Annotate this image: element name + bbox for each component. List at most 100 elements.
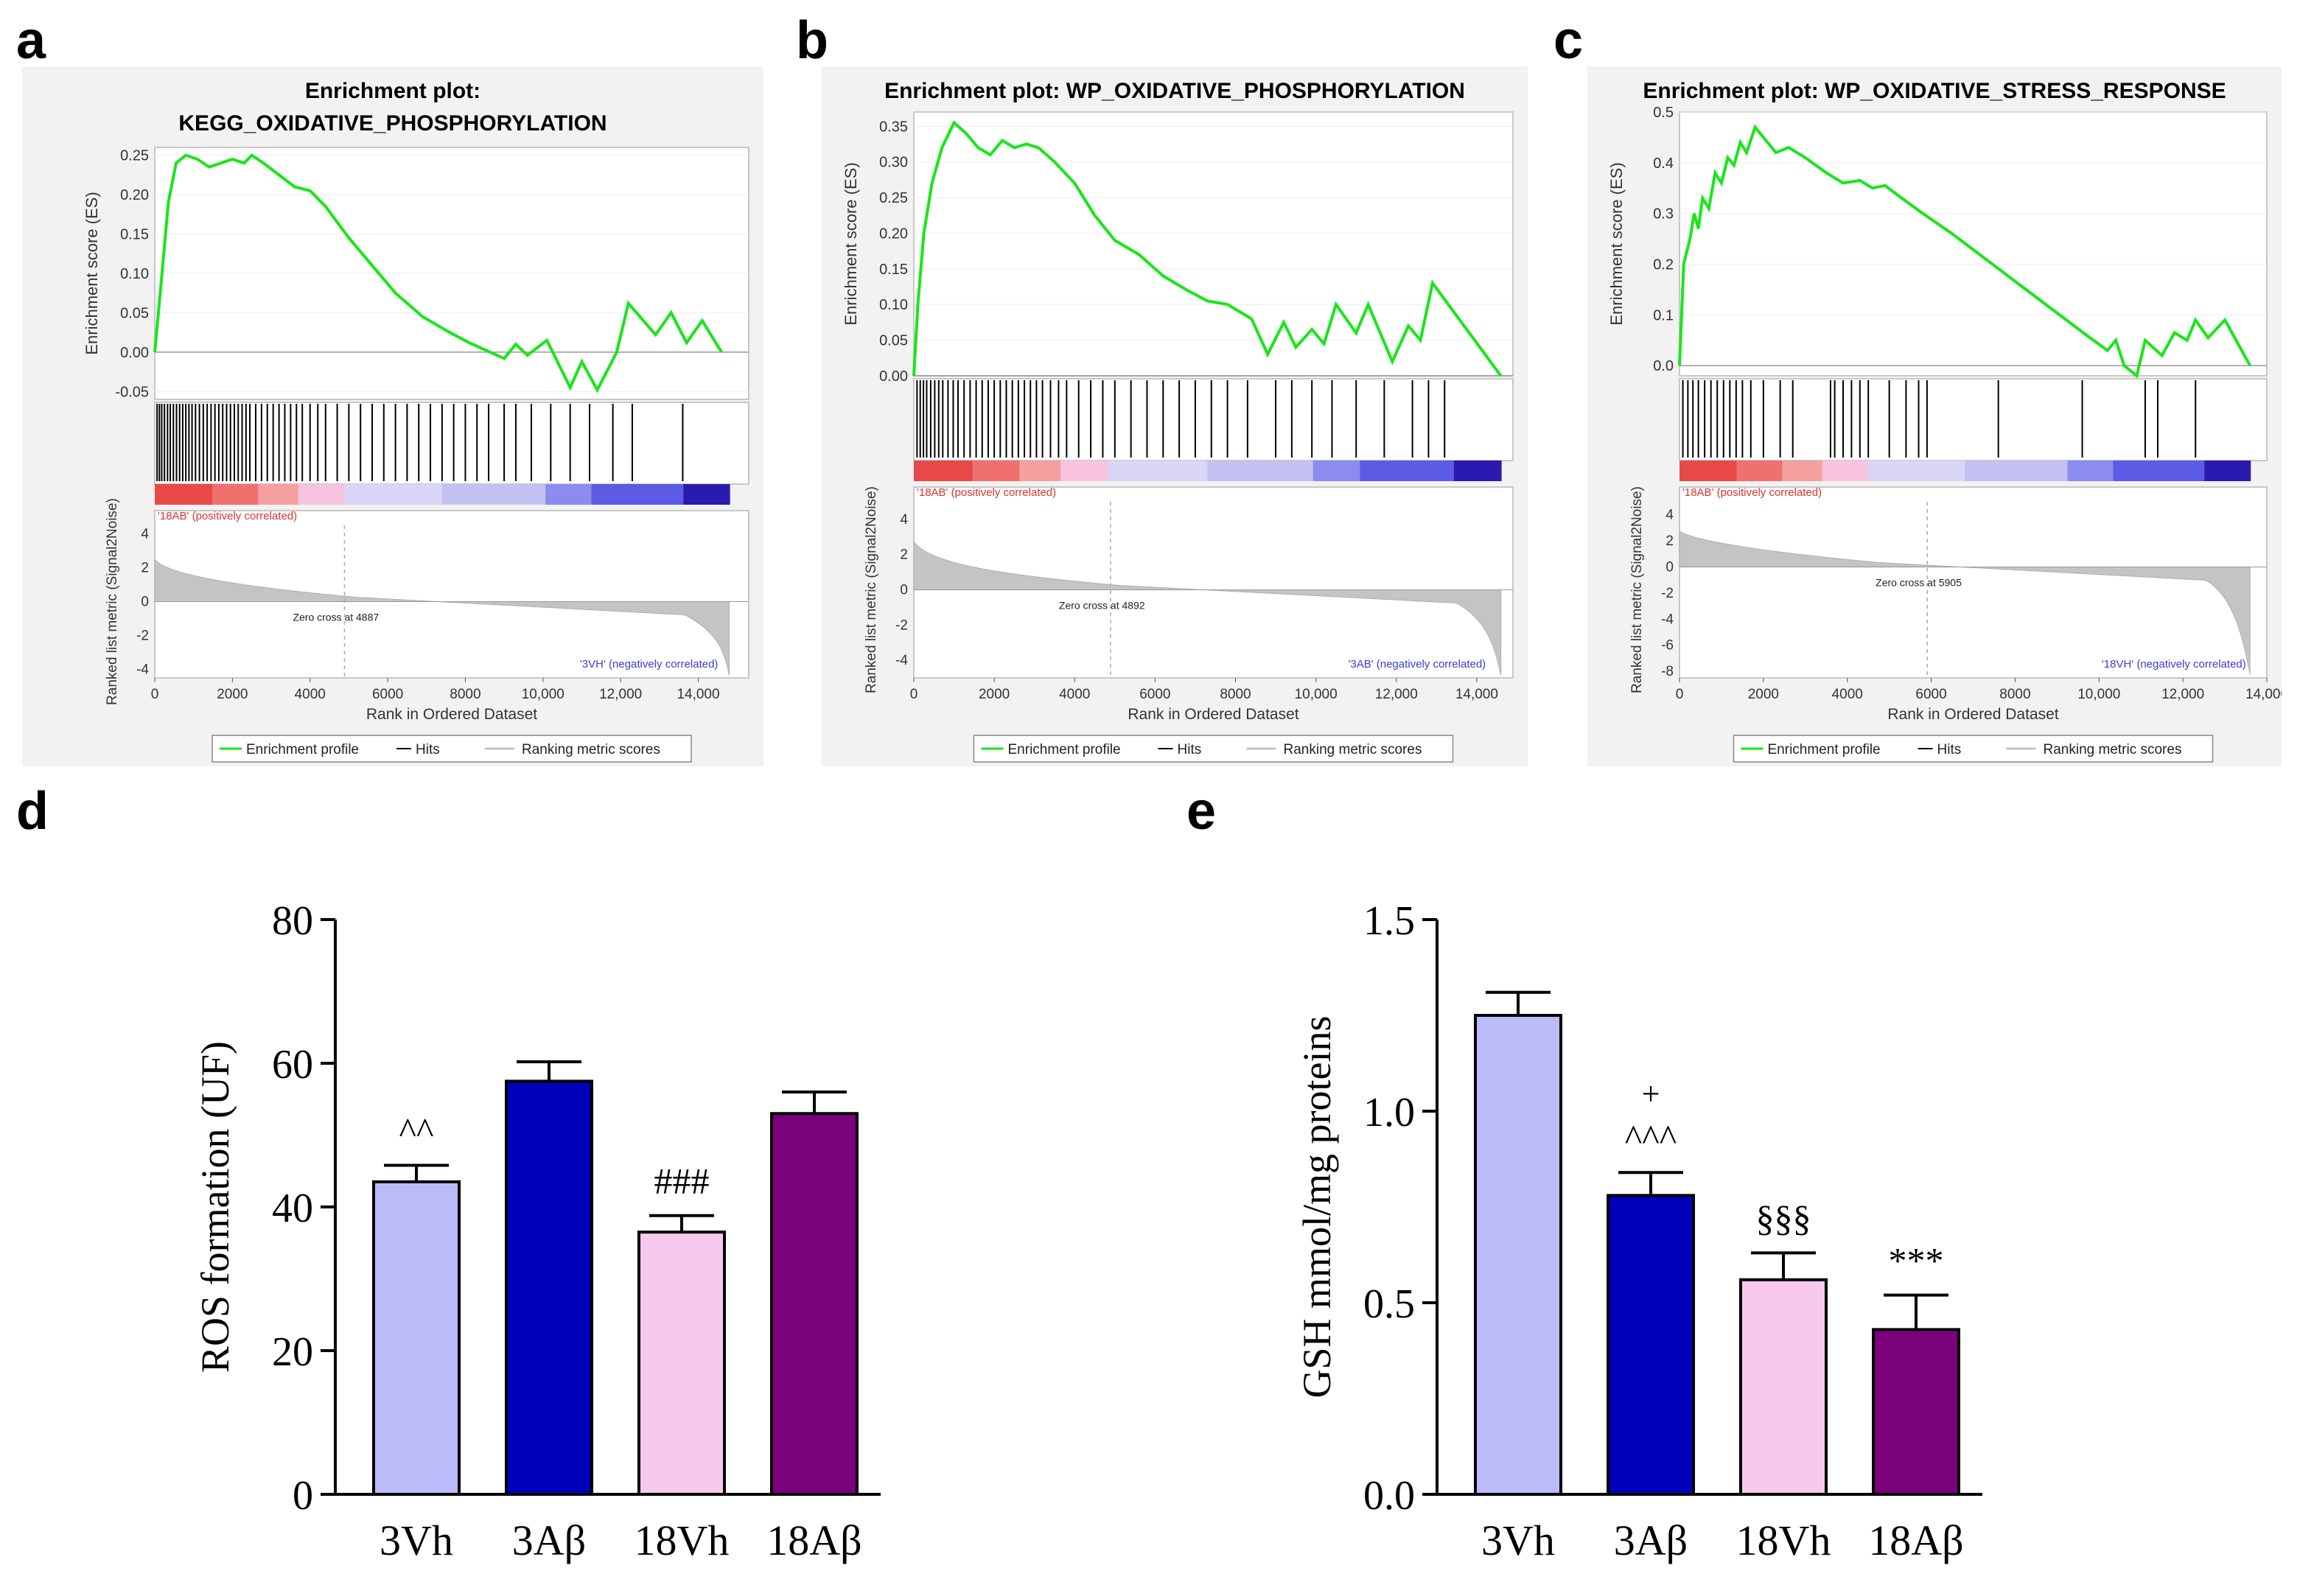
ranked-list-heat-segment [2067,461,2114,481]
es-tick-label: 0.0 [1653,358,1674,374]
x-tick-label: 14,000 [677,687,719,702]
gsea-title-c: Enrichment plot: WP_OXIDATIVE_STRESS_RES… [1643,79,2226,103]
x-axis-label: Rank in Ordered Dataset [1128,706,1298,723]
enrichment-profile-line [912,120,1503,377]
x-tick-label: 2000 [217,687,248,702]
metric-tick-label: 0 [1665,560,1674,575]
ranked-list-heat-segment [1679,461,1738,481]
bar-18Vh [1739,1278,1828,1496]
metric-axis-label: Ranked list metric (Signal2Noise) [1629,486,1645,693]
es-tick-label: 0.00 [120,345,149,361]
metric-axis-label: Ranked list metric (Signal2Noise) [105,498,120,705]
y-tick-label: 0.5 [1363,1281,1415,1327]
positive-correlation-label: '18AB' (positively correlated) [158,510,297,522]
es-tick-label: 0.15 [120,227,149,243]
gsea-panel-b: Enrichment plot: WP_OXIDATIVE_PHOSPHORYL… [822,66,1528,766]
x-tick-label: 0 [151,687,159,702]
ranked-list-heat-segment [155,484,213,505]
es-tick-label: -0.05 [115,384,149,400]
ranked-list-heat-segment [1060,461,1108,481]
metric-tick-label: -2 [895,617,908,633]
gsea-title-a-line2: KEGG_OXIDATIVE_PHOSPHORYLATION [178,111,607,136]
metric-tick-label: 0 [900,583,908,598]
enrichment-profile-line [1678,124,2251,379]
ranking-metric-area [154,559,730,676]
x-tick-label: 6000 [372,687,403,702]
legend-box [973,735,1454,763]
gsea-title-b: Enrichment plot: WP_OXIDATIVE_PHOSPHORYL… [884,79,1465,103]
legend-label-enrichment: Enrichment profile [1008,742,1121,757]
bar-chart-e: 0.0 0.5 1.0 1.5 GSH mmol/mg proteins 3Vh 3Aβ ^^… [1295,898,1982,1564]
x-tick-label: 18Vh [1736,1516,1831,1564]
metric-tick-label: -4 [136,662,149,678]
x-tick-label: 18Vh [635,1516,730,1564]
hits-area [913,378,1514,461]
x-tick-label: 10,000 [522,687,564,702]
y-axis-label: GSH mmol/mg proteins [1295,1015,1339,1398]
metric-tick-label: -4 [895,653,908,668]
ranked-list-heat-segment [1312,461,1361,481]
metric-tick-label: -8 [1661,664,1674,679]
y-tick-label: 1.5 [1363,898,1415,944]
metric-tick-label: 2 [900,547,908,563]
x-tick-label: 14,000 [1455,687,1498,702]
metric-tick-label: 2 [141,561,149,576]
ranked-list-heat-segment [591,484,685,505]
x-tick-label: 12,000 [2161,687,2204,702]
legend-label-hits: Hits [1178,742,1202,757]
metric-tick-label: -2 [136,629,149,644]
panel-letter-e: e [1186,782,1217,841]
ranked-list-heat-segment [212,484,259,505]
significance-annotation: ^^^ [1625,1117,1677,1158]
x-tick-label: 10,000 [2077,687,2120,702]
legend-label-metric: Ranking metric scores [2044,742,2182,757]
ranking-metric-area [913,540,1502,676]
gsea-chart-a: 0.25 0.20 0.15 0.10 0.05 0.00 -0.05 Enrichment … [83,147,749,763]
es-axis-label: Enrichment score (ES) [83,192,101,354]
es-tick-label: 0.20 [120,187,149,203]
x-tick-label: 14,000 [2245,687,2282,702]
metric-tick-label: 2 [1665,533,1674,549]
ranked-list-heat-segment [1736,461,1783,481]
es-tick-label: 0.4 [1653,155,1674,172]
zero-cross-label: Zero cross at 5905 [1876,577,1962,589]
x-tick-label: 6000 [1139,687,1170,702]
negative-correlation-label: '18VH' (negatively correlated) [2102,658,2246,671]
x-tick-label: 0 [910,687,918,702]
gsea-chart-c: 0.5 0.4 0.3 0.2 0.1 0.0 Enrichment score (ES) '… [1607,105,2282,763]
bar-3Vh [1474,1014,1562,1496]
ranked-list-heat-segment [1453,461,1502,481]
y-tick-label: 0 [293,1473,313,1519]
legend-box [1733,735,2214,763]
metric-tick-label: 4 [900,512,908,528]
enrichment-profile-line [153,153,723,393]
es-tick-label: 0.2 [1653,257,1674,273]
ranked-list-heat-segment [1207,461,1314,481]
metric-tick-label: -2 [1661,586,1674,601]
es-tick-label: 0.00 [879,368,908,385]
gsea-panel-c: Enrichment plot: WP_OXIDATIVE_STRESS_RES… [1587,66,2282,766]
legend-label-hits: Hits [1937,742,1962,757]
es-tick-label: 0.05 [879,333,908,349]
zero-cross-label: Zero cross at 4887 [293,612,379,623]
x-tick-label: 4000 [295,687,326,702]
bar-18Aβ [1872,1328,1960,1497]
metric-tick-label: -6 [1661,638,1674,654]
x-tick-label: 0 [1676,687,1684,702]
metric-axis-label: Ranked list metric (Signal2Noise) [864,486,879,693]
ranked-list-heat-segment [914,461,974,481]
metric-tick-label: -4 [1661,612,1674,627]
bar-3Aβ [505,1079,593,1496]
bar-18Vh [637,1231,726,1496]
zero-cross-label: Zero cross at 4892 [1059,600,1145,612]
es-tick-label: 0.10 [120,266,149,282]
negative-correlation-label: '3AB' (negatively correlated) [1349,658,1486,671]
hits-area [1679,378,2268,461]
bar-3Aβ [1607,1194,1695,1497]
x-tick-label: 3Aβ [512,1516,586,1564]
legend-label-metric: Ranking metric scores [522,742,660,757]
legend-label-hits: Hits [416,742,440,757]
legend-label-enrichment: Enrichment profile [246,742,359,757]
x-tick-label: 8000 [450,687,480,702]
ranked-list-heat-segment [1867,461,1966,481]
